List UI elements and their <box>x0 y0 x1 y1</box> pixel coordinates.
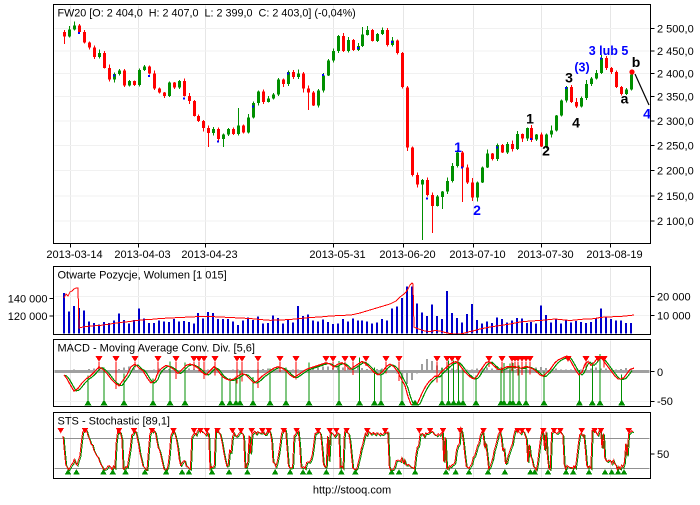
svg-text:2 100,0: 2 100,0 <box>657 216 694 228</box>
svg-text:2 150,0: 2 150,0 <box>657 191 694 203</box>
svg-text:3: 3 <box>565 70 573 86</box>
svg-text:20 000: 20 000 <box>657 292 691 304</box>
svg-text:2013-08-19: 2013-08-19 <box>586 249 642 261</box>
svg-text:FW20 [O: 2 404,0 H: 2 407,0: FW20 [O: 2 404,0 H: 2 407,0 L: 2 399,0 C… <box>58 8 356 20</box>
svg-text:b: b <box>632 54 641 70</box>
svg-text:2013-03-14: 2013-03-14 <box>46 249 102 261</box>
svg-text:-50: -50 <box>657 396 673 408</box>
svg-text:2: 2 <box>542 143 550 159</box>
svg-text:2013-05-31: 2013-05-31 <box>309 249 365 261</box>
svg-text:STS - Stochastic [89,1]: STS - Stochastic [89,1] <box>58 416 171 428</box>
svg-text:10 000: 10 000 <box>657 311 691 323</box>
svg-text:2 250,0: 2 250,0 <box>657 141 694 153</box>
svg-text:2013-04-23: 2013-04-23 <box>181 249 237 261</box>
svg-text:50: 50 <box>657 449 669 461</box>
svg-text:140 000: 140 000 <box>8 293 48 305</box>
svg-text:2 300,0: 2 300,0 <box>657 116 694 128</box>
svg-text:a: a <box>621 91 629 107</box>
svg-text:4: 4 <box>643 106 651 122</box>
svg-text:1: 1 <box>526 111 534 127</box>
svg-text:2013-07-10: 2013-07-10 <box>449 249 505 261</box>
svg-text:2013-06-20: 2013-06-20 <box>379 249 435 261</box>
svg-text:MACD - Moving Average Conv. Di: MACD - Moving Average Conv. Div. [5,6] <box>58 343 255 355</box>
svg-text:(3): (3) <box>574 61 589 75</box>
svg-text:2: 2 <box>473 202 481 218</box>
svg-text:2 500,0: 2 500,0 <box>657 23 694 35</box>
svg-text:2013-07-30: 2013-07-30 <box>517 249 573 261</box>
svg-text:2 400,0: 2 400,0 <box>657 68 694 80</box>
svg-text:3 lub 5: 3 lub 5 <box>589 44 629 58</box>
svg-text:2013-04-03: 2013-04-03 <box>114 249 170 261</box>
svg-text:0: 0 <box>657 367 663 379</box>
svg-text:120 000: 120 000 <box>8 311 48 323</box>
svg-text:2 350,0: 2 350,0 <box>657 92 694 104</box>
svg-text:Otwarte Pozycje, Wolumen [1 01: Otwarte Pozycje, Wolumen [1 015] <box>58 270 227 282</box>
svg-text:2 450,0: 2 450,0 <box>657 46 694 58</box>
svg-text:2 200,0: 2 200,0 <box>657 166 694 178</box>
svg-text:1: 1 <box>454 139 462 155</box>
svg-text:4: 4 <box>572 115 580 131</box>
svg-text:http://stooq.com: http://stooq.com <box>313 485 391 497</box>
